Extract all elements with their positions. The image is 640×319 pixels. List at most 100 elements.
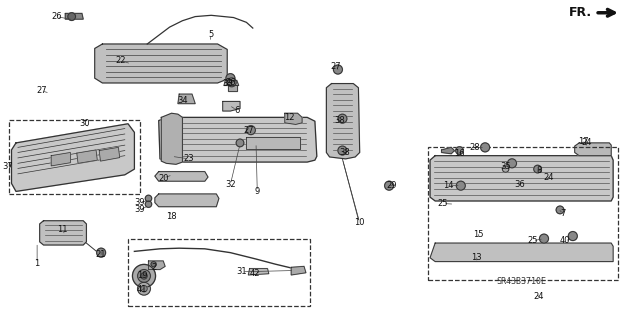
Circle shape [68, 13, 76, 20]
Text: 27: 27 [331, 63, 341, 71]
Polygon shape [285, 113, 302, 124]
Text: 9: 9 [255, 187, 260, 196]
Text: 34: 34 [177, 96, 188, 105]
Text: 5: 5 [209, 30, 214, 39]
Circle shape [132, 264, 156, 287]
Text: 20: 20 [158, 174, 168, 182]
Circle shape [540, 234, 548, 243]
Circle shape [138, 282, 150, 295]
Polygon shape [95, 44, 227, 83]
Text: 30: 30 [79, 119, 90, 128]
Text: 16: 16 [454, 149, 465, 158]
Text: 26: 26 [51, 12, 61, 21]
Text: 25: 25 [438, 199, 448, 208]
Text: 37: 37 [3, 162, 13, 171]
Text: 23: 23 [184, 154, 194, 163]
Polygon shape [575, 143, 611, 156]
Text: 32: 32 [225, 180, 236, 189]
Text: 39: 39 [134, 205, 145, 214]
Text: 26: 26 [225, 78, 236, 87]
Text: 33: 33 [222, 79, 232, 88]
Text: SR43B3710E: SR43B3710E [497, 277, 547, 286]
Text: 25: 25 [527, 236, 538, 245]
Text: FR.: FR. [569, 6, 592, 19]
Circle shape [481, 143, 490, 152]
Bar [128, 239, 310, 306]
Polygon shape [248, 269, 269, 275]
Polygon shape [77, 150, 97, 163]
Polygon shape [326, 84, 360, 159]
Text: 27: 27 [36, 86, 47, 95]
Text: 21: 21 [96, 250, 106, 259]
Text: 41: 41 [137, 285, 147, 294]
Text: 22: 22 [115, 56, 125, 65]
Text: 42: 42 [250, 269, 260, 278]
Text: 14: 14 [443, 181, 453, 189]
Polygon shape [291, 266, 306, 275]
Polygon shape [51, 152, 70, 166]
Bar [9, 120, 140, 194]
Circle shape [145, 201, 152, 207]
Circle shape [141, 273, 147, 279]
Text: 19: 19 [137, 271, 147, 280]
Polygon shape [155, 172, 208, 181]
Circle shape [456, 181, 465, 190]
Text: 12: 12 [284, 113, 294, 122]
Polygon shape [224, 80, 239, 85]
Text: 2: 2 [151, 263, 156, 272]
Text: 24: 24 [544, 173, 554, 182]
Text: 17: 17 [579, 137, 589, 146]
Circle shape [227, 78, 236, 87]
Bar [428, 147, 618, 280]
Circle shape [338, 146, 347, 155]
Polygon shape [12, 124, 134, 191]
Polygon shape [99, 147, 120, 161]
Circle shape [333, 65, 342, 74]
Text: 39: 39 [134, 198, 145, 207]
Text: 38: 38 [339, 148, 349, 157]
Text: 27: 27 [243, 126, 253, 135]
Text: 18: 18 [166, 212, 177, 221]
Circle shape [502, 166, 509, 172]
Polygon shape [430, 243, 613, 262]
Text: 24: 24 [534, 292, 544, 301]
Polygon shape [159, 117, 317, 162]
Polygon shape [155, 194, 219, 207]
Text: 29: 29 [387, 181, 397, 190]
Polygon shape [430, 156, 613, 201]
Circle shape [385, 181, 394, 190]
Polygon shape [442, 147, 454, 154]
Text: 24: 24 [581, 138, 591, 147]
Circle shape [456, 147, 463, 154]
Circle shape [534, 165, 541, 173]
Text: 36: 36 [515, 180, 525, 189]
Text: 6: 6 [234, 106, 239, 115]
Circle shape [236, 139, 244, 147]
Circle shape [226, 74, 235, 83]
Polygon shape [161, 113, 182, 164]
Polygon shape [223, 101, 240, 111]
Text: 35: 35 [500, 162, 511, 171]
Polygon shape [178, 94, 195, 104]
Text: 7: 7 [561, 209, 566, 218]
Circle shape [145, 195, 152, 202]
Text: 31: 31 [237, 267, 247, 276]
Circle shape [151, 262, 156, 267]
Circle shape [338, 114, 347, 123]
Text: 38: 38 [334, 116, 344, 125]
Polygon shape [65, 13, 83, 19]
Text: 28: 28 [470, 143, 480, 152]
Polygon shape [148, 261, 165, 270]
Text: 40: 40 [559, 236, 570, 245]
Text: 10: 10 [355, 218, 365, 227]
Text: 15: 15 [474, 230, 484, 239]
Polygon shape [40, 221, 86, 245]
Circle shape [246, 126, 255, 135]
Text: 13: 13 [472, 253, 482, 262]
Circle shape [508, 159, 516, 168]
Circle shape [138, 270, 150, 282]
Circle shape [97, 248, 106, 257]
Text: 11: 11 [58, 225, 68, 234]
Text: 8: 8 [537, 166, 542, 175]
Circle shape [141, 286, 147, 292]
